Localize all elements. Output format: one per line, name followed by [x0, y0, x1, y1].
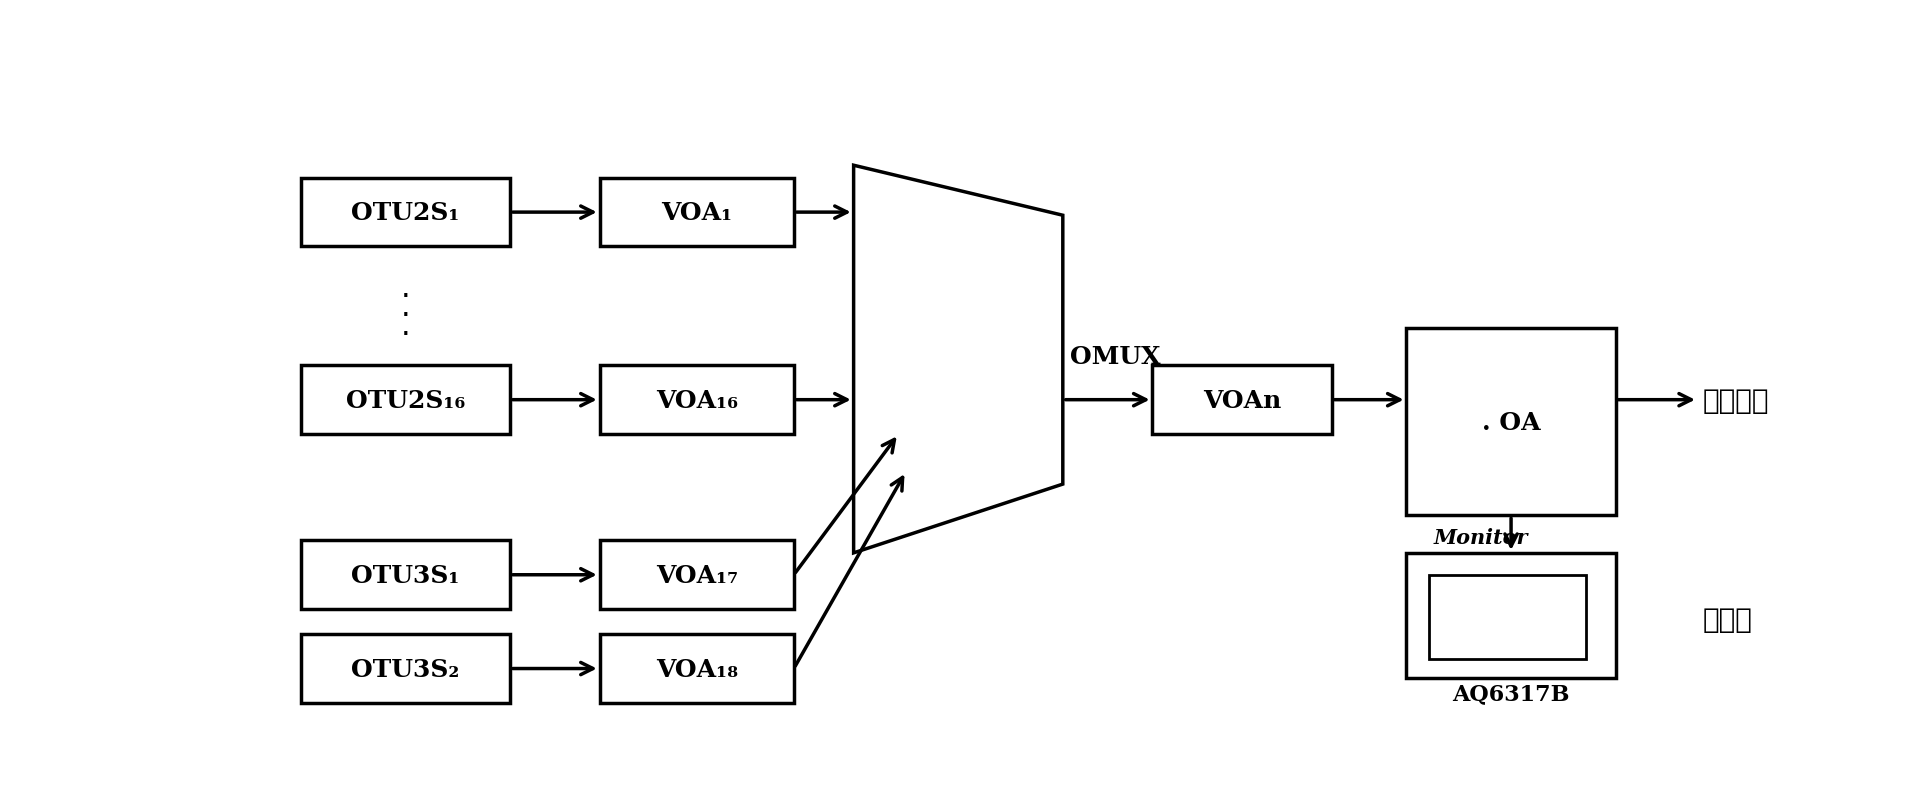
Bar — [301, 366, 509, 435]
Text: OTU2S₁₆: OTU2S₁₆ — [345, 388, 465, 412]
Bar — [1407, 553, 1616, 678]
Text: VOAn: VOAn — [1203, 388, 1282, 412]
Text: OTU3S₁: OTU3S₁ — [351, 563, 459, 587]
Text: OTU2S₁: OTU2S₁ — [351, 201, 459, 225]
Text: OMUX: OMUX — [1070, 345, 1161, 368]
Text: ·: · — [401, 283, 411, 311]
Bar — [600, 634, 794, 703]
Text: 光谱佚: 光谱佚 — [1702, 605, 1753, 633]
Text: ·: · — [401, 302, 411, 330]
Bar — [301, 541, 509, 609]
Text: AQ6317B: AQ6317B — [1452, 683, 1569, 705]
Bar — [1429, 575, 1587, 659]
Bar — [1153, 366, 1332, 435]
Bar — [301, 634, 509, 703]
Text: VOA₁₈: VOA₁₈ — [656, 657, 738, 680]
Text: VOA₁₆: VOA₁₆ — [656, 388, 738, 412]
Bar — [600, 178, 794, 247]
Text: 主光线路: 主光线路 — [1702, 386, 1768, 414]
Text: . OA: . OA — [1483, 410, 1540, 434]
Text: Monitor: Monitor — [1434, 528, 1529, 547]
Bar — [600, 541, 794, 609]
Text: ·: · — [401, 320, 411, 349]
Text: VOA₁₇: VOA₁₇ — [656, 563, 738, 587]
Polygon shape — [854, 166, 1062, 553]
Bar — [1407, 328, 1616, 516]
Bar — [301, 178, 509, 247]
Bar — [600, 366, 794, 435]
Text: OTU3S₂: OTU3S₂ — [351, 657, 459, 680]
Text: VOA₁: VOA₁ — [661, 201, 733, 225]
